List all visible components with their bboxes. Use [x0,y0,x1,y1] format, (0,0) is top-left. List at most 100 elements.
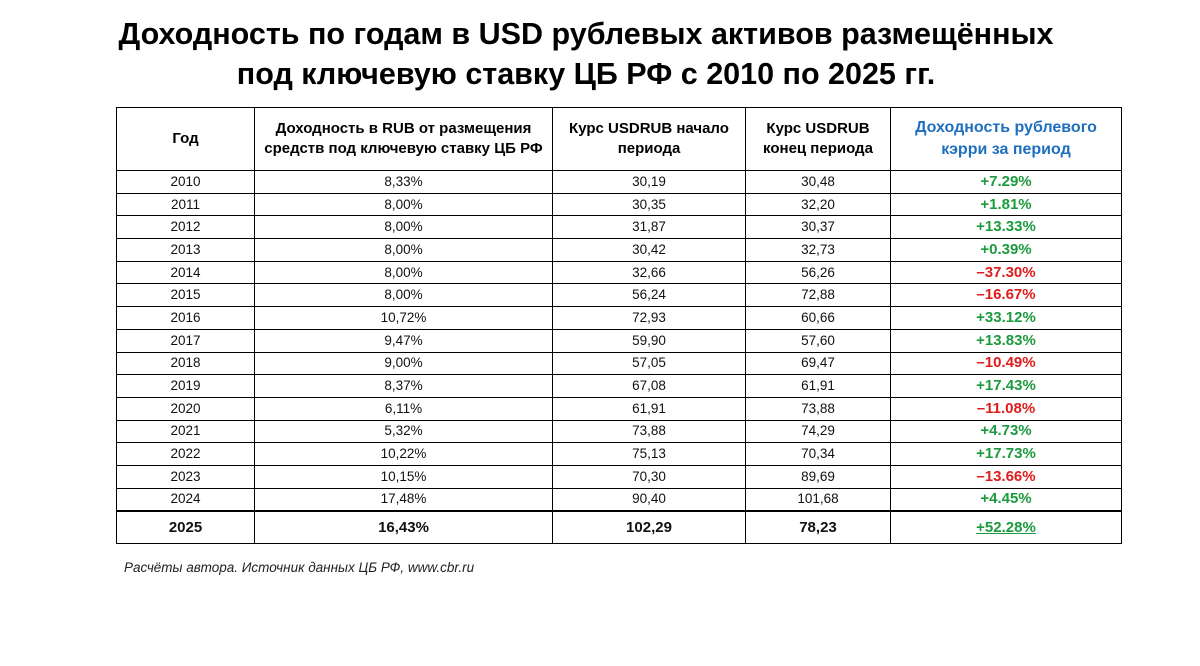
cell-usdrub-start: 59,90 [552,328,746,353]
page-title-line-1: Доходность по годам в USD рублевых актив… [118,17,1054,51]
cell-usdrub-end: 60,66 [745,306,891,330]
cell-usdrub-start: 32,66 [552,260,746,285]
cell-year: 2019 [116,374,255,398]
cell-rub-yield: 17,48% [254,487,553,512]
cell-carry-yield: +52.28% [890,510,1122,545]
cell-rub-yield: 10,72% [254,306,553,330]
cell-usdrub-start: 72,93 [552,306,746,330]
cell-carry-yield: +33.12% [890,306,1122,330]
cell-usdrub-end: 72,88 [745,283,891,308]
table-row: 2018 9,00% 57,05 69,47 –10.49% [116,351,1122,376]
cell-carry-yield: +13.83% [890,328,1122,353]
table-row: 2020 6,11% 61,91 73,88 –11.08% [116,396,1122,421]
cell-carry-yield: +17.73% [890,442,1122,466]
cell-rub-yield: 10,15% [254,464,553,489]
cell-year: 2023 [116,464,255,489]
cell-usdrub-end: 61,91 [745,374,891,398]
cell-rub-yield: 8,37% [254,374,553,398]
cell-carry-yield: +0.39% [890,238,1122,262]
cell-carry-yield: –10.49% [890,351,1122,376]
cell-year: 2025 [116,510,255,545]
cell-rub-yield: 8,00% [254,283,553,308]
table-row: 2013 8,00% 30,42 32,73 +0.39% [116,238,1122,262]
cell-rub-yield: 9,00% [254,351,553,376]
cell-carry-yield: +4.73% [890,419,1122,444]
cell-year: 2011 [116,192,255,217]
table-header-row: Год Доходность в RUB от размещения средс… [116,107,1122,171]
header-carry-yield: Доходность рублевого кэрри за период [890,107,1122,171]
cell-usdrub-start: 30,35 [552,192,746,217]
cell-usdrub-start: 57,05 [552,351,746,376]
table-row: 2019 8,37% 67,08 61,91 +17.43% [116,374,1122,398]
cell-usdrub-end: 57,60 [745,328,891,353]
header-usdrub-end: Курс USDRUB конец периода [745,107,891,171]
cell-carry-yield: –13.66% [890,464,1122,489]
cell-rub-yield: 8,00% [254,260,553,285]
cell-usdrub-end: 30,37 [745,215,891,240]
cell-usdrub-end: 89,69 [745,464,891,489]
table-row: 2010 8,33% 30,19 30,48 +7.29% [116,170,1122,194]
cell-usdrub-end: 70,34 [745,442,891,466]
cell-year: 2012 [116,215,255,240]
table-row: 2024 17,48% 90,40 101,68 +4.45% [116,487,1122,512]
cell-year: 2018 [116,351,255,376]
carry-yield-table: Год Доходность в RUB от размещения средс… [116,107,1122,545]
cell-rub-yield: 16,43% [254,510,553,545]
cell-carry-yield: +7.29% [890,170,1122,194]
cell-usdrub-start: 56,24 [552,283,746,308]
table-row: 2011 8,00% 30,35 32,20 +1.81% [116,192,1122,217]
table-row: 2016 10,72% 72,93 60,66 +33.12% [116,306,1122,330]
cell-usdrub-end: 30,48 [745,170,891,194]
cell-year: 2014 [116,260,255,285]
cell-usdrub-end: 32,20 [745,192,891,217]
cell-usdrub-end: 32,73 [745,238,891,262]
cell-carry-yield: –11.08% [890,396,1122,421]
cell-usdrub-start: 70,30 [552,464,746,489]
table-row: 2021 5,32% 73,88 74,29 +4.73% [116,419,1122,444]
header-rub-yield: Доходность в RUB от размещения средств п… [254,107,553,171]
table-row: 2017 9,47% 59,90 57,60 +13.83% [116,328,1122,353]
cell-usdrub-start: 75,13 [552,442,746,466]
page-title-line-2: под ключевую ставку ЦБ РФ с 2010 по 2025… [236,57,936,91]
cell-usdrub-start: 30,19 [552,170,746,194]
cell-rub-yield: 5,32% [254,419,553,444]
table-row: 2022 10,22% 75,13 70,34 +17.73% [116,442,1122,466]
cell-usdrub-end: 74,29 [745,419,891,444]
cell-carry-yield: +13.33% [890,215,1122,240]
cell-usdrub-start: 102,29 [552,510,746,545]
cell-rub-yield: 6,11% [254,396,553,421]
cell-rub-yield: 8,00% [254,215,553,240]
cell-rub-yield: 8,00% [254,192,553,217]
table-row: 2014 8,00% 32,66 56,26 –37.30% [116,260,1122,285]
cell-usdrub-start: 30,42 [552,238,746,262]
cell-year: 2017 [116,328,255,353]
cell-rub-yield: 8,33% [254,170,553,194]
cell-usdrub-start: 61,91 [552,396,746,421]
cell-rub-yield: 10,22% [254,442,553,466]
cell-carry-yield: +4.45% [890,487,1122,512]
cell-year: 2024 [116,487,255,512]
cell-year: 2010 [116,170,255,194]
cell-usdrub-start: 67,08 [552,374,746,398]
cell-usdrub-end: 69,47 [745,351,891,376]
cell-year: 2013 [116,238,255,262]
cell-rub-yield: 9,47% [254,328,553,353]
table-row: 2023 10,15% 70,30 89,69 –13.66% [116,464,1122,489]
table-row-total: 2025 16,43% 102,29 78,23 +52.28% [116,510,1122,545]
cell-usdrub-end: 56,26 [745,260,891,285]
cell-year: 2016 [116,306,255,330]
cell-year: 2015 [116,283,255,308]
cell-carry-yield: +1.81% [890,192,1122,217]
cell-usdrub-end: 73,88 [745,396,891,421]
page-title: Доходность по годам в USD рублевых актив… [0,14,1172,94]
cell-year: 2022 [116,442,255,466]
cell-carry-yield: +17.43% [890,374,1122,398]
cell-carry-yield: –16.67% [890,283,1122,308]
cell-usdrub-start: 90,40 [552,487,746,512]
cell-usdrub-start: 73,88 [552,419,746,444]
cell-carry-yield: –37.30% [890,260,1122,285]
table-row: 2012 8,00% 31,87 30,37 +13.33% [116,215,1122,240]
header-usdrub-start: Курс USDRUB начало периода [552,107,746,171]
cell-usdrub-end: 101,68 [745,487,891,512]
source-footnote: Расчёты автора. Источник данных ЦБ РФ, w… [124,560,475,575]
